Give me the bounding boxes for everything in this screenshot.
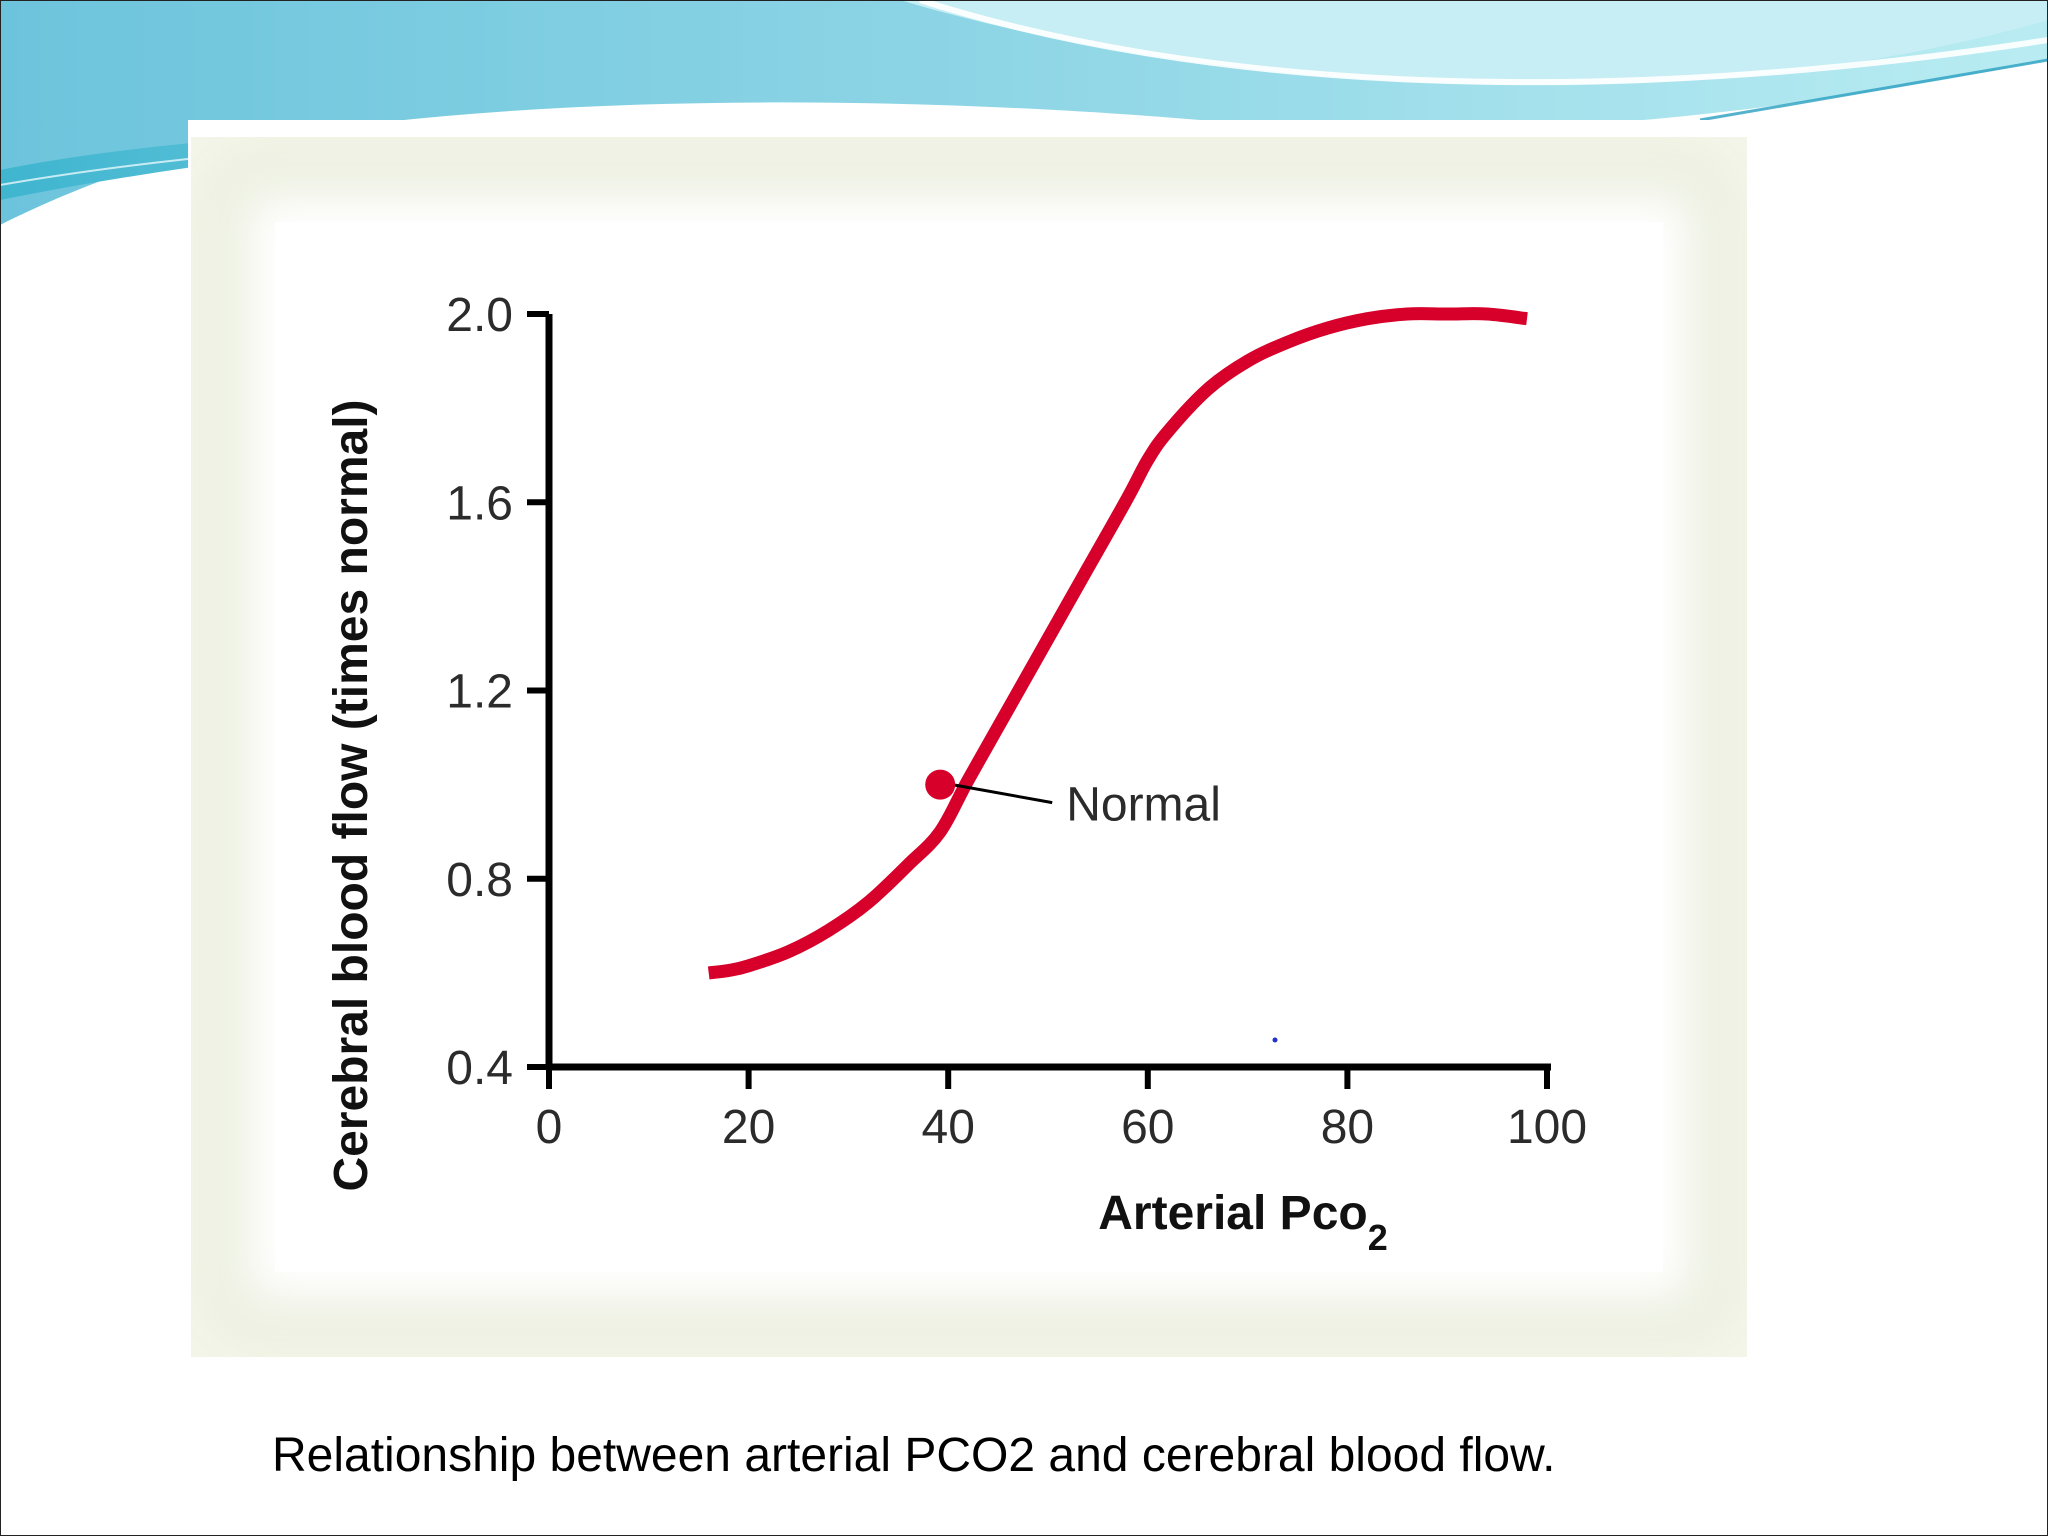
x-axis: 0 20 40 60 80 100	[536, 1063, 1587, 1154]
series-line	[707, 307, 1528, 980]
x-tick-label: 0	[536, 1101, 563, 1154]
annotation-layer: Normal	[925, 769, 1278, 1043]
series-layer	[707, 307, 1528, 980]
x-tick-label: 100	[1507, 1101, 1587, 1154]
plot-background	[275, 222, 1663, 1272]
x-tick-label: 40	[922, 1101, 975, 1154]
x-tick-label: 60	[1121, 1101, 1174, 1154]
x-tick-label: 80	[1321, 1101, 1374, 1154]
y-axis-title: Cerebral blood flow (times normal)	[325, 399, 378, 1191]
y-tick-label: 1.6	[446, 477, 513, 530]
x-axis-title-main: Arterial Pco	[1098, 1187, 1367, 1240]
normal-label: Normal	[1066, 779, 1221, 832]
y-tick-label: 2.0	[446, 289, 513, 342]
y-axis: 0.4 0.8 1.2 1.6 2.0	[446, 289, 553, 1095]
cerebral-blood-flow-chart: 0.4 0.8 1.2 1.6 2.0 0 20 40 60 80 100 Normal Cere…	[325, 289, 1587, 1258]
normal-leader-line	[951, 783, 1053, 805]
x-tick-label: 20	[722, 1101, 775, 1154]
x-axis-title-subscript: 2	[1368, 1217, 1388, 1258]
y-tick-label: 0.4	[446, 1042, 513, 1095]
stray-dot	[1272, 1037, 1278, 1043]
normal-point-marker	[925, 769, 956, 800]
x-axis-title: Arterial Pco2	[1098, 1187, 1387, 1258]
slide-caption: Relationship between arterial PCO2 and c…	[272, 1429, 1556, 1482]
y-tick-label: 1.2	[446, 666, 513, 719]
y-tick-label: 0.8	[446, 854, 513, 907]
